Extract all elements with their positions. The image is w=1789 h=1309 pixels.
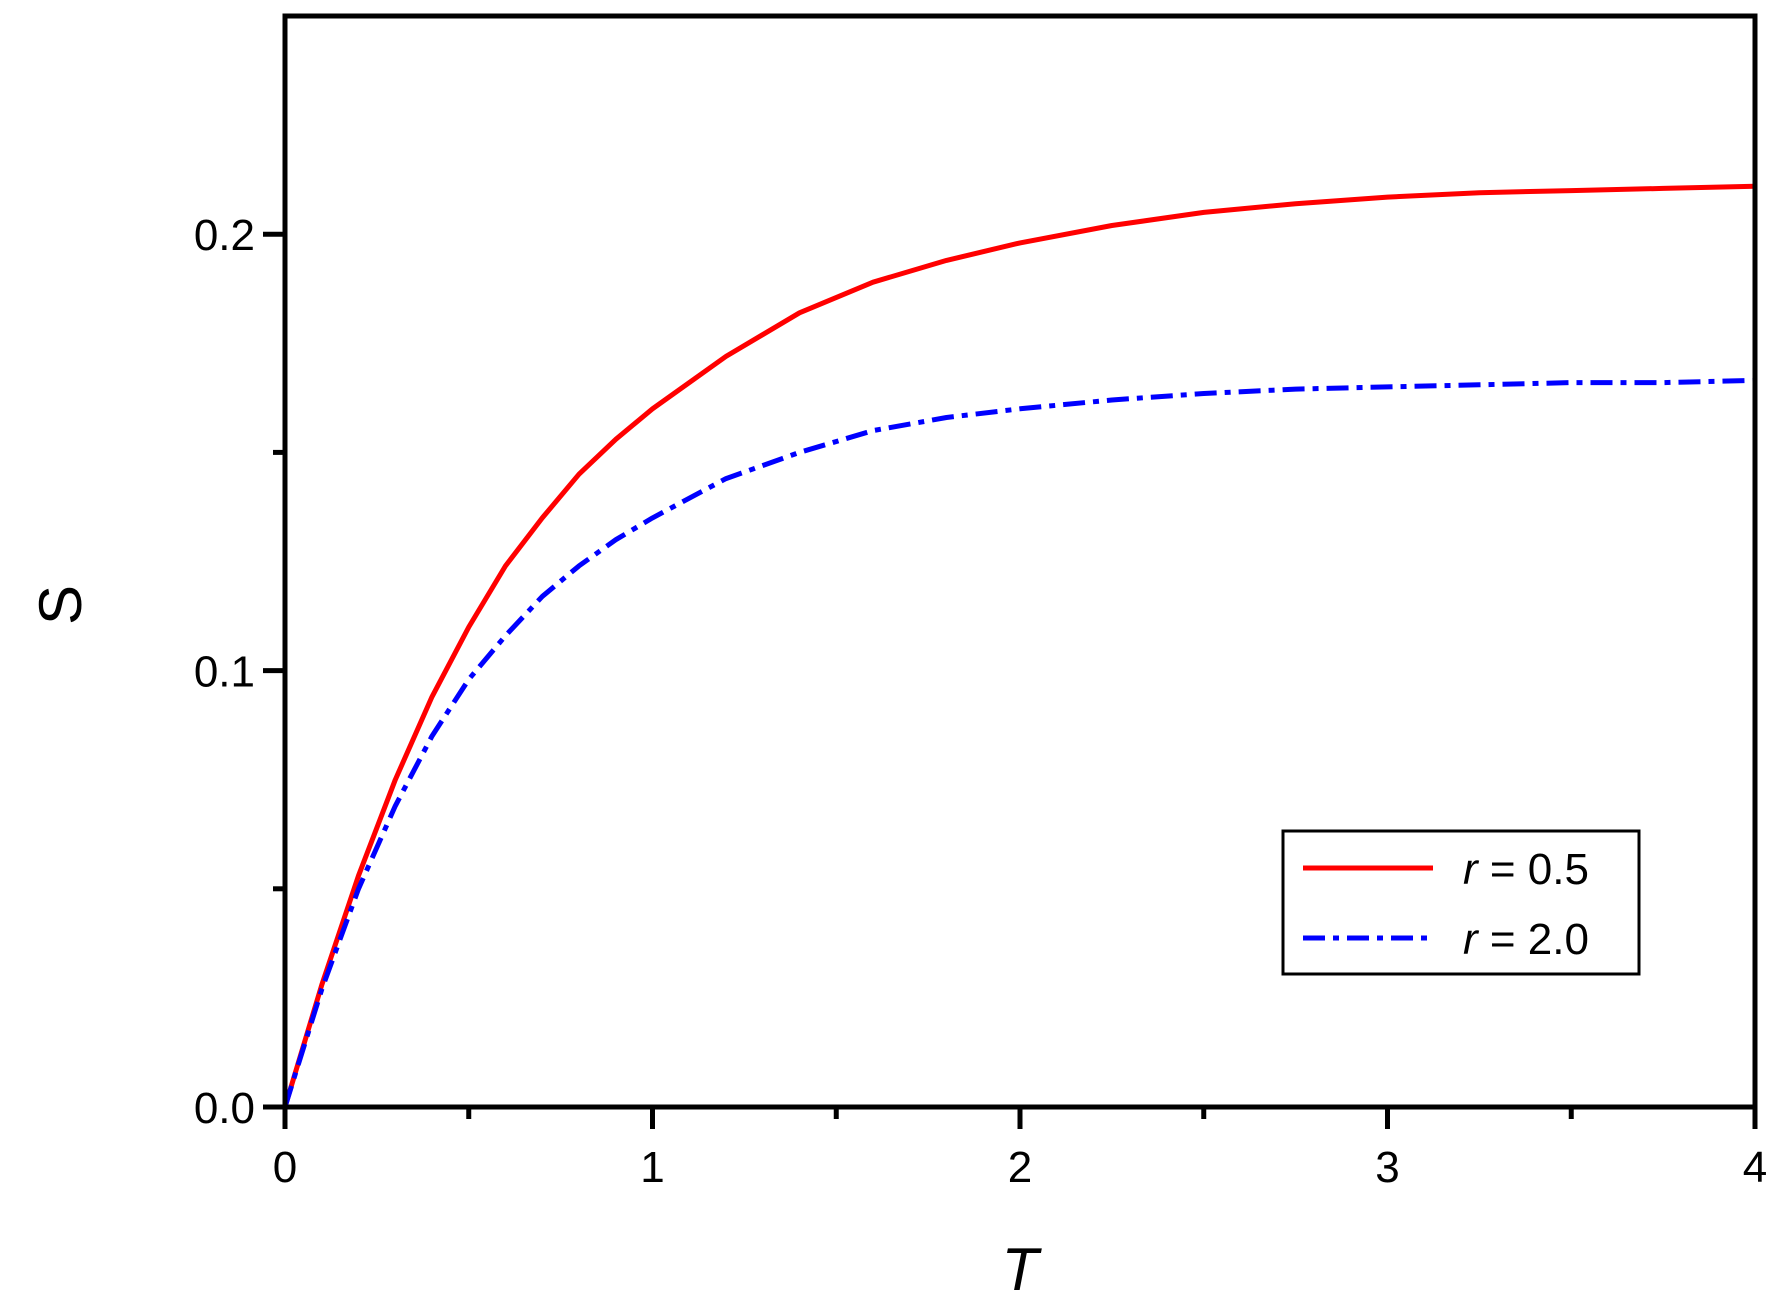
legend-label-2: r = 2.0 [1463,915,1589,964]
legend-var: r [1463,915,1480,964]
y-axis-title: S [27,585,94,625]
x-tick-label: 0 [273,1143,297,1192]
legend-label-1: r = 0.5 [1463,845,1589,894]
legend-value: = 0.5 [1478,845,1589,894]
y-tick-label: 0.1 [194,648,255,697]
legend-var: r [1463,845,1480,894]
x-tick-label: 1 [640,1143,664,1192]
series-line-2 [282,377,1756,1108]
ticks-layer [263,231,1758,1129]
series-line-1 [282,183,1756,1108]
y-tick-label: 0.2 [194,211,255,260]
y-tick-label: 0.0 [194,1084,255,1133]
legend-value: = 2.0 [1478,915,1589,964]
x-axis-title: T [1002,1236,1043,1303]
series-layer [282,183,1756,1108]
labels-layer: 0 1 2 3 4 0.0 0.1 0.2 [194,211,1767,1192]
legend: r = 0.5r = 2.0 [1281,829,1641,976]
x-tick-label: 4 [1743,1143,1767,1192]
x-tick-label: 3 [1375,1143,1399,1192]
legend-box [1281,829,1641,976]
x-tick-label: 2 [1008,1143,1032,1192]
